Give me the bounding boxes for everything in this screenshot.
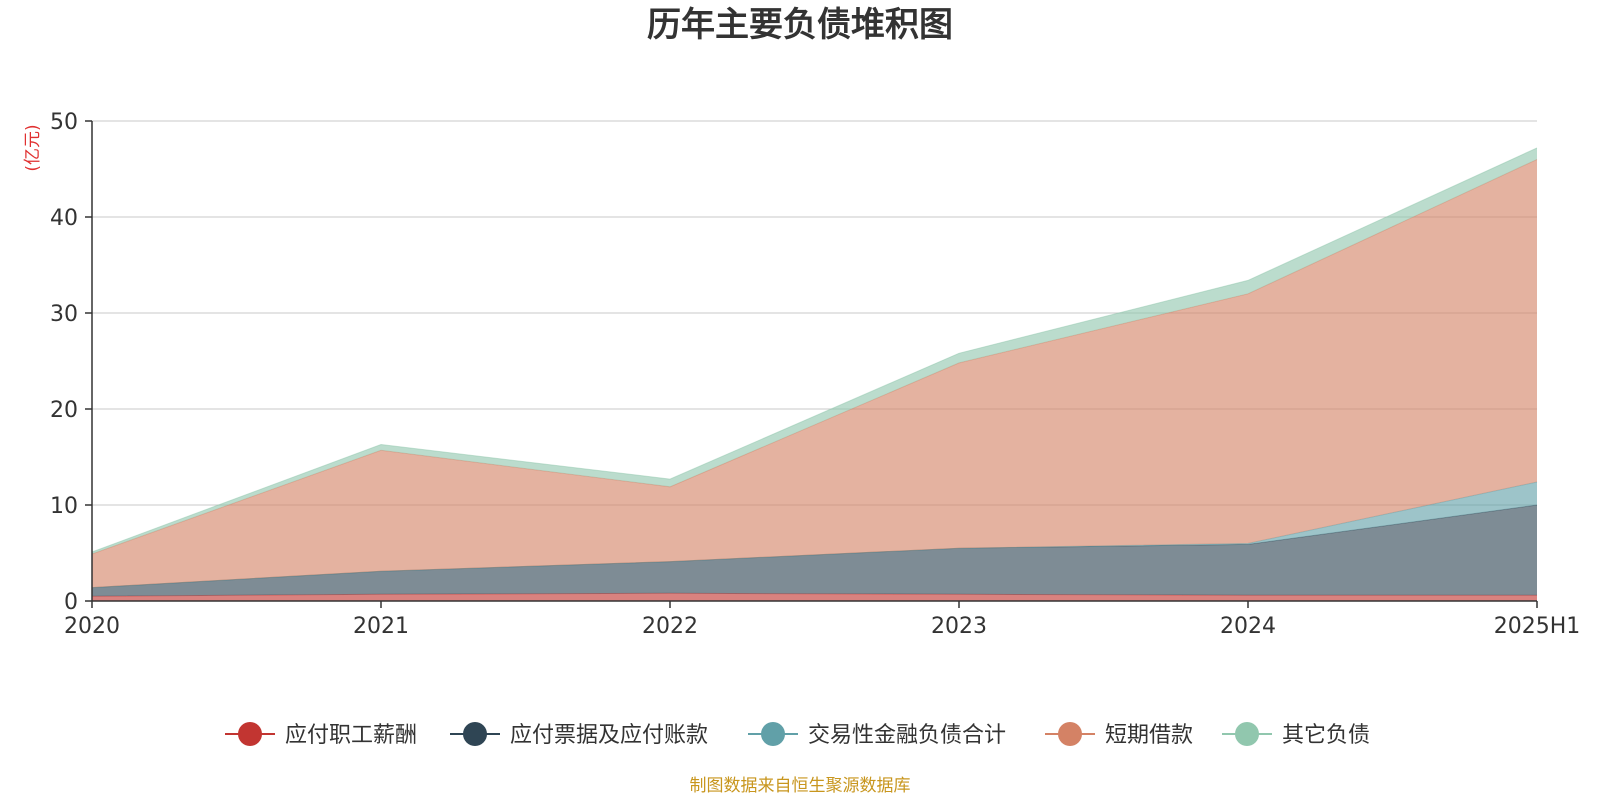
x-tick-label: 2022 [642,614,698,639]
legend-label: 交易性金融负债合计 [808,723,1006,748]
legend-circle-marker [1058,722,1082,746]
legend-label: 应付票据及应付账款 [510,723,708,748]
x-tick-label: 2020 [64,614,120,639]
chart-title: 历年主要负债堆积图 [647,5,953,45]
legend: 应付职工薪酬 应付票据及应付账款 交易性金融负债合计 短期借款 其它负债 [225,722,1370,748]
legend-item-3[interactable]: 短期借款 [1045,722,1193,748]
y-tick-label: 10 [50,494,78,519]
y-tick-label: 50 [50,110,78,135]
source-note: 制图数据来自恒生聚源数据库 [690,776,911,796]
legend-item-1[interactable]: 应付票据及应付账款 [450,722,708,748]
legend-circle-marker [238,722,262,746]
legend-item-2[interactable]: 交易性金融负债合计 [748,722,1006,748]
area-series-3 [92,159,1537,588]
y-tick-label: 30 [50,302,78,327]
legend-label: 其它负债 [1282,723,1370,748]
area-series-edge-4 [91,147,1538,553]
legend-circle-marker [463,722,487,746]
x-tick-label: 2024 [1220,614,1276,639]
legend-label: 短期借款 [1105,723,1193,748]
y-tick-label: 0 [64,590,78,615]
area-series-1 [92,505,1537,597]
x-tick-label: 2025H1 [1494,614,1581,639]
y-tick-label: 40 [50,206,78,231]
legend-label: 应付职工薪酬 [285,723,417,748]
axes [85,120,1538,608]
x-tick-label: 2023 [931,614,987,639]
legend-circle-marker [1235,722,1259,746]
x-tick-label: 2021 [353,614,409,639]
y-axis-unit-label: (亿元) [23,124,43,171]
y-tick-label: 20 [50,398,78,423]
legend-item-4[interactable]: 其它负债 [1222,722,1370,748]
legend-item-0[interactable]: 应付职工薪酬 [225,722,417,748]
tick-labels: 0 10 20 30 40 50 2020 2021 2022 2023 2024 2025H1 [50,110,1580,639]
legend-circle-marker [761,722,785,746]
stacked-areas [91,147,1538,601]
